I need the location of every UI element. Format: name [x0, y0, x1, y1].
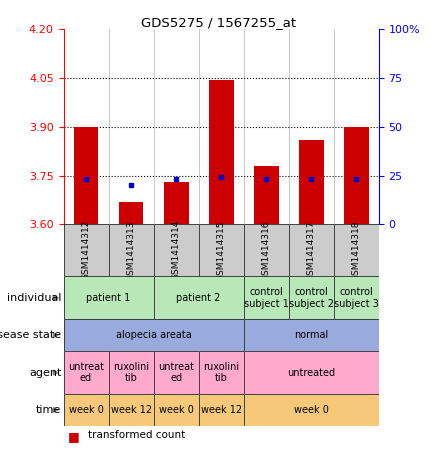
Text: week 0: week 0: [294, 405, 329, 415]
Text: GDS5275 / 1567255_at: GDS5275 / 1567255_at: [141, 16, 297, 29]
Text: GSM1414312: GSM1414312: [81, 220, 91, 280]
Text: ruxolini
tib: ruxolini tib: [113, 362, 149, 383]
Text: control
subject 2: control subject 2: [289, 287, 334, 308]
Text: ruxolini
tib: ruxolini tib: [203, 362, 239, 383]
Text: transformed count: transformed count: [88, 430, 185, 440]
Text: untreat
ed: untreat ed: [158, 362, 194, 383]
Text: week 0: week 0: [69, 405, 103, 415]
Text: time: time: [36, 405, 61, 415]
Text: GSM1414318: GSM1414318: [352, 220, 361, 280]
Text: GSM1414315: GSM1414315: [217, 220, 226, 280]
Text: untreat
ed: untreat ed: [68, 362, 104, 383]
Text: GSM1414317: GSM1414317: [307, 220, 316, 280]
Text: untreated: untreated: [287, 367, 336, 378]
Bar: [299, 140, 324, 224]
Bar: [254, 166, 279, 224]
Text: GSM1414314: GSM1414314: [172, 220, 180, 280]
Text: week 12: week 12: [110, 405, 152, 415]
Text: agent: agent: [29, 367, 61, 378]
Text: individual: individual: [7, 293, 61, 303]
Text: control
subject 1: control subject 1: [244, 287, 289, 308]
Text: control
subject 3: control subject 3: [334, 287, 379, 308]
Text: GSM1414313: GSM1414313: [127, 220, 136, 280]
Text: GSM1414316: GSM1414316: [262, 220, 271, 280]
Text: disease state: disease state: [0, 330, 61, 340]
Text: normal: normal: [294, 330, 328, 340]
Text: week 12: week 12: [201, 405, 242, 415]
Bar: [74, 127, 99, 224]
Bar: [209, 80, 233, 224]
Bar: [164, 182, 188, 224]
Text: alopecia areata: alopecia areata: [116, 330, 191, 340]
Bar: [344, 127, 369, 224]
Text: week 0: week 0: [159, 405, 194, 415]
Text: ■: ■: [68, 430, 80, 443]
Text: patient 1: patient 1: [86, 293, 131, 303]
Bar: [119, 202, 144, 224]
Text: patient 2: patient 2: [177, 293, 221, 303]
